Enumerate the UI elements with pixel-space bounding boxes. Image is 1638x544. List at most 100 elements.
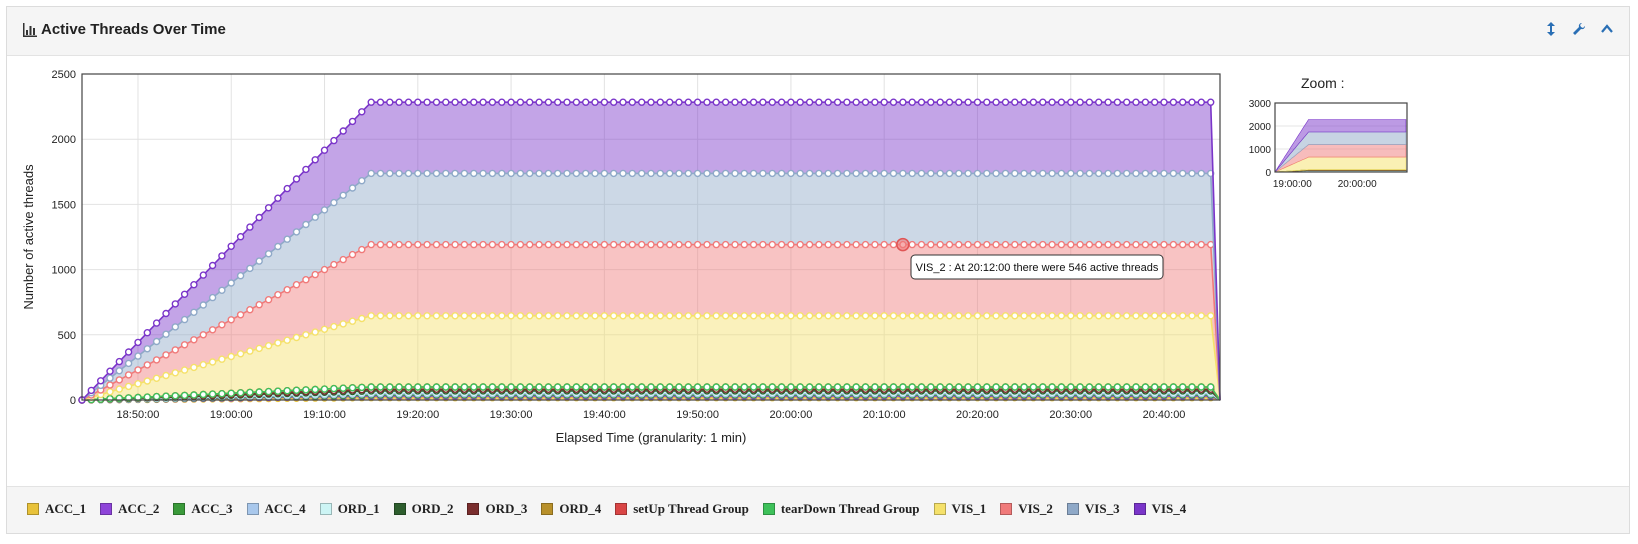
data-point[interactable]: [199, 361, 208, 369]
data-point[interactable]: [1029, 312, 1038, 320]
data-point[interactable]: [582, 98, 590, 106]
data-point[interactable]: [320, 146, 329, 154]
data-point[interactable]: [423, 383, 431, 391]
data-point[interactable]: [628, 312, 636, 320]
data-point[interactable]: [180, 341, 189, 349]
data-point[interactable]: [152, 392, 161, 401]
data-point[interactable]: [1178, 169, 1187, 178]
data-point[interactable]: [479, 98, 487, 106]
data-point[interactable]: [180, 315, 189, 324]
data-point[interactable]: [1076, 383, 1084, 391]
data-point[interactable]: [805, 98, 814, 106]
data-point[interactable]: [479, 169, 487, 178]
data-point[interactable]: [731, 312, 739, 320]
data-point[interactable]: [693, 383, 702, 391]
data-point[interactable]: [404, 312, 413, 320]
data-point[interactable]: [796, 383, 804, 391]
data-point[interactable]: [992, 98, 1000, 106]
data-point[interactable]: [908, 240, 916, 249]
data-point[interactable]: [1029, 98, 1038, 106]
data-point[interactable]: [1048, 312, 1056, 320]
data-point[interactable]: [292, 175, 301, 183]
data-point[interactable]: [302, 165, 310, 174]
data-point[interactable]: [712, 98, 720, 106]
data-point[interactable]: [1001, 98, 1010, 106]
data-point[interactable]: [386, 312, 394, 320]
data-point[interactable]: [787, 312, 795, 320]
data-point[interactable]: [1039, 98, 1047, 106]
data-point[interactable]: [535, 240, 543, 249]
data-point[interactable]: [983, 240, 991, 249]
data-point[interactable]: [171, 346, 180, 354]
data-point[interactable]: [311, 385, 319, 394]
data-point[interactable]: [246, 264, 254, 273]
data-point[interactable]: [274, 339, 282, 347]
data-point[interactable]: [647, 383, 655, 391]
data-point[interactable]: [889, 383, 898, 391]
data-point[interactable]: [115, 367, 124, 375]
data-point[interactable]: [973, 169, 982, 178]
data-point[interactable]: [610, 240, 618, 249]
data-point[interactable]: [871, 383, 879, 391]
data-point[interactable]: [376, 169, 385, 178]
data-point[interactable]: [292, 386, 301, 394]
data-point[interactable]: [871, 169, 879, 178]
legend-item-ord_3[interactable]: ORD_3: [467, 501, 527, 517]
legend-item-vis_1[interactable]: VIS_1: [933, 501, 986, 517]
data-point[interactable]: [1067, 240, 1075, 249]
data-point[interactable]: [470, 240, 478, 249]
data-point[interactable]: [843, 383, 851, 391]
data-point[interactable]: [1067, 312, 1075, 320]
data-point[interactable]: [1039, 240, 1047, 249]
data-point[interactable]: [554, 383, 562, 391]
data-point[interactable]: [852, 383, 860, 391]
data-point[interactable]: [488, 169, 497, 178]
data-point[interactable]: [1132, 383, 1140, 391]
data-point[interactable]: [1197, 383, 1206, 391]
data-point[interactable]: [432, 383, 441, 391]
data-point[interactable]: [292, 280, 301, 289]
data-point[interactable]: [833, 98, 842, 106]
data-point[interactable]: [563, 312, 571, 320]
data-point[interactable]: [1085, 240, 1094, 249]
data-point[interactable]: [777, 383, 786, 391]
data-point[interactable]: [656, 383, 664, 391]
data-point[interactable]: [106, 374, 114, 382]
data-point[interactable]: [852, 169, 860, 178]
data-point[interactable]: [1150, 312, 1159, 320]
data-point[interactable]: [610, 98, 618, 106]
data-point[interactable]: [721, 383, 730, 391]
data-point[interactable]: [376, 240, 385, 249]
data-point[interactable]: [619, 98, 627, 106]
data-point[interactable]: [917, 98, 926, 106]
data-point[interactable]: [218, 252, 226, 260]
data-point[interactable]: [208, 390, 217, 398]
data-point[interactable]: [208, 326, 217, 334]
data-point[interactable]: [1197, 312, 1206, 320]
data-point[interactable]: [805, 383, 814, 391]
data-point[interactable]: [320, 385, 329, 393]
data-point[interactable]: [227, 242, 235, 251]
data-point[interactable]: [563, 98, 571, 106]
data-point[interactable]: [507, 383, 515, 391]
data-point[interactable]: [1141, 240, 1150, 249]
data-point[interactable]: [638, 383, 646, 391]
data-point[interactable]: [395, 240, 403, 249]
data-point[interactable]: [246, 223, 254, 231]
data-point[interactable]: [134, 338, 142, 347]
data-point[interactable]: [171, 392, 180, 400]
data-point[interactable]: [236, 232, 245, 241]
data-point[interactable]: [395, 169, 403, 178]
data-point[interactable]: [889, 240, 898, 249]
data-point[interactable]: [740, 169, 748, 178]
data-point[interactable]: [1048, 240, 1056, 249]
data-point[interactable]: [190, 280, 198, 289]
data-point[interactable]: [255, 213, 263, 222]
data-point[interactable]: [917, 383, 926, 391]
data-point[interactable]: [1169, 312, 1178, 320]
data-point[interactable]: [1141, 98, 1150, 106]
data-point[interactable]: [414, 169, 422, 178]
data-point[interactable]: [143, 329, 152, 337]
data-point[interactable]: [1188, 169, 1196, 178]
data-point[interactable]: [227, 352, 235, 361]
